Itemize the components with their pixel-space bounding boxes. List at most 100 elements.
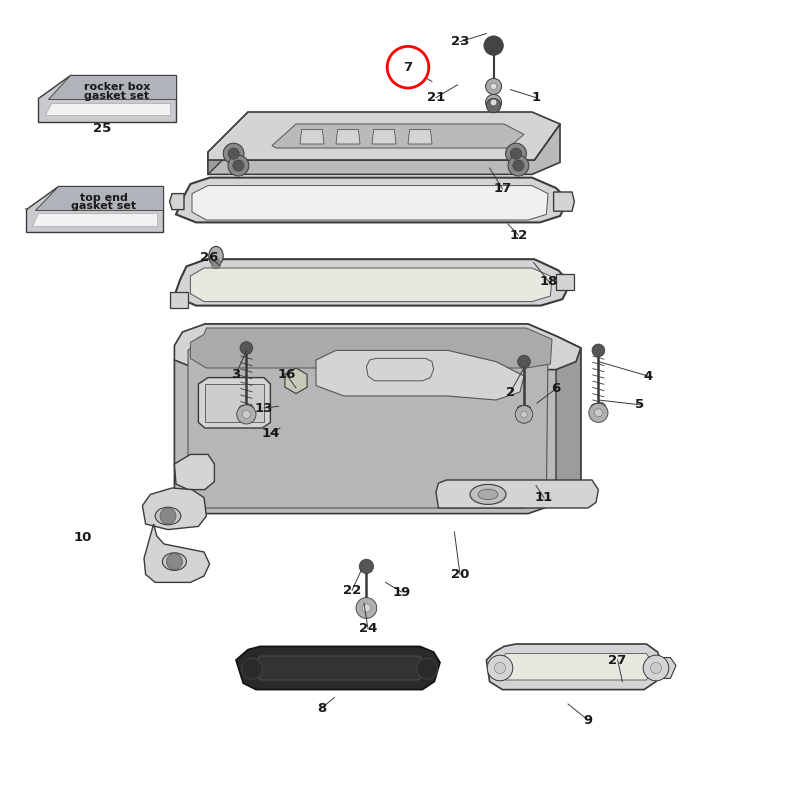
Circle shape	[515, 406, 533, 423]
Polygon shape	[174, 324, 581, 514]
Text: 8: 8	[317, 702, 326, 714]
Circle shape	[490, 83, 497, 90]
Polygon shape	[408, 130, 432, 144]
Circle shape	[518, 355, 530, 368]
Ellipse shape	[470, 484, 506, 504]
Polygon shape	[176, 178, 568, 222]
Circle shape	[237, 405, 256, 424]
Polygon shape	[205, 384, 264, 422]
Polygon shape	[498, 654, 654, 680]
Polygon shape	[208, 124, 560, 174]
Circle shape	[356, 598, 377, 618]
Circle shape	[387, 46, 429, 88]
Polygon shape	[236, 646, 440, 690]
Text: 27: 27	[609, 654, 626, 666]
Text: 2: 2	[506, 386, 515, 398]
Text: 18: 18	[540, 275, 558, 288]
Polygon shape	[336, 130, 360, 144]
Polygon shape	[144, 524, 210, 582]
Polygon shape	[272, 124, 524, 148]
Text: rocker box: rocker box	[84, 82, 150, 92]
Polygon shape	[190, 328, 552, 368]
Circle shape	[486, 78, 502, 94]
Polygon shape	[170, 194, 184, 210]
Polygon shape	[35, 186, 163, 210]
Text: 3: 3	[231, 368, 241, 381]
Text: 24: 24	[359, 622, 377, 635]
Circle shape	[486, 94, 502, 110]
Circle shape	[240, 342, 253, 354]
Polygon shape	[208, 112, 560, 160]
Text: 22: 22	[343, 584, 361, 597]
Circle shape	[513, 160, 524, 171]
Polygon shape	[198, 378, 270, 428]
Polygon shape	[285, 368, 307, 394]
Circle shape	[233, 160, 244, 171]
Polygon shape	[556, 274, 574, 290]
Text: 11: 11	[535, 491, 553, 504]
Polygon shape	[142, 488, 206, 530]
Circle shape	[643, 655, 669, 681]
Text: 14: 14	[262, 427, 279, 440]
Text: 1: 1	[531, 91, 541, 104]
Circle shape	[490, 99, 497, 106]
Polygon shape	[300, 130, 324, 144]
Text: 9: 9	[583, 714, 593, 726]
Circle shape	[417, 658, 438, 679]
Circle shape	[650, 662, 662, 674]
Circle shape	[594, 409, 602, 417]
Ellipse shape	[518, 405, 530, 411]
Circle shape	[242, 410, 250, 418]
Circle shape	[166, 554, 182, 570]
Polygon shape	[251, 656, 428, 680]
Polygon shape	[48, 75, 176, 99]
Text: 19: 19	[393, 586, 410, 598]
Text: 21: 21	[427, 91, 445, 104]
Polygon shape	[45, 102, 170, 115]
Circle shape	[228, 155, 249, 176]
Text: gasket set: gasket set	[71, 201, 137, 211]
Circle shape	[211, 259, 221, 269]
Circle shape	[510, 148, 522, 159]
Text: 13: 13	[255, 402, 273, 414]
Ellipse shape	[239, 405, 254, 411]
Text: 17: 17	[494, 182, 511, 195]
Polygon shape	[174, 324, 581, 370]
Ellipse shape	[209, 246, 223, 266]
Polygon shape	[436, 480, 598, 508]
Circle shape	[494, 662, 506, 674]
Circle shape	[223, 143, 244, 164]
Circle shape	[359, 559, 374, 574]
Circle shape	[487, 655, 513, 681]
Text: 23: 23	[451, 35, 469, 48]
Text: 5: 5	[635, 398, 645, 411]
Text: 26: 26	[201, 251, 218, 264]
Text: 12: 12	[510, 229, 527, 242]
Polygon shape	[554, 192, 574, 211]
Text: gasket set: gasket set	[84, 90, 150, 101]
Text: top end: top end	[80, 193, 128, 202]
Circle shape	[242, 658, 262, 679]
Text: 10: 10	[74, 531, 92, 544]
Circle shape	[362, 604, 370, 612]
Polygon shape	[208, 112, 248, 174]
Circle shape	[484, 36, 503, 55]
Ellipse shape	[162, 553, 186, 570]
Ellipse shape	[478, 489, 498, 499]
Ellipse shape	[591, 403, 606, 410]
Text: 7: 7	[403, 61, 413, 74]
Polygon shape	[366, 358, 434, 381]
Polygon shape	[556, 336, 581, 504]
Circle shape	[160, 508, 176, 524]
Circle shape	[592, 344, 605, 357]
Circle shape	[521, 411, 527, 418]
Circle shape	[508, 155, 529, 176]
Ellipse shape	[155, 507, 181, 525]
Circle shape	[228, 148, 239, 159]
Circle shape	[486, 98, 501, 113]
Text: 25: 25	[94, 122, 111, 134]
Polygon shape	[188, 338, 548, 508]
Polygon shape	[190, 268, 552, 302]
Polygon shape	[192, 186, 548, 220]
Polygon shape	[486, 644, 662, 690]
